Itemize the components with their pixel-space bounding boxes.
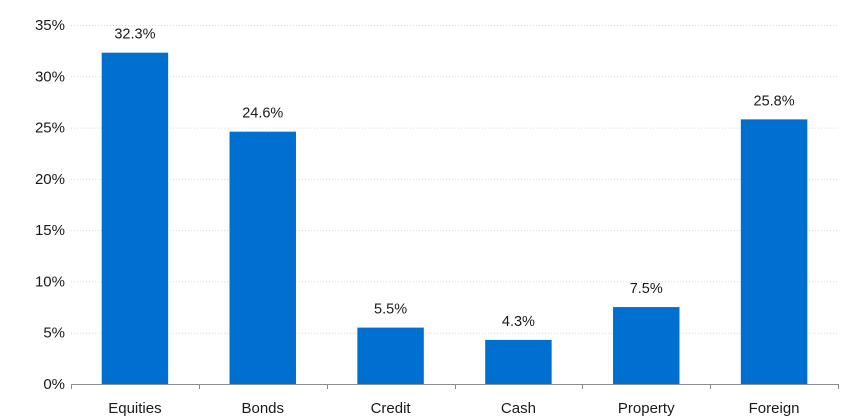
y-tick-label: 0% bbox=[43, 376, 65, 393]
x-tick-label-property: Property bbox=[618, 400, 675, 417]
bars bbox=[101, 52, 808, 385]
x-axis-tick-labels: Equities Bonds Credit Cash Property Foreign bbox=[108, 400, 799, 417]
y-tick-label: 35% bbox=[35, 17, 65, 34]
x-axis bbox=[71, 384, 839, 389]
y-tick-label: 15% bbox=[35, 222, 65, 239]
y-tick-label: 30% bbox=[35, 68, 65, 85]
bar-property bbox=[613, 307, 680, 384]
data-label-property: 7.5% bbox=[630, 281, 663, 297]
gridlines bbox=[71, 25, 838, 334]
data-label-bonds: 24.6% bbox=[242, 106, 283, 122]
x-tick-label-foreign: Foreign bbox=[749, 400, 800, 417]
x-tick-label-equities: Equities bbox=[108, 400, 161, 417]
bar-bonds bbox=[229, 131, 296, 384]
data-label-credit: 5.5% bbox=[374, 302, 407, 318]
data-label-foreign: 25.8% bbox=[754, 93, 795, 109]
bar-foreign bbox=[740, 119, 808, 384]
x-tick-label-cash: Cash bbox=[501, 400, 536, 417]
x-tick-label-credit: Credit bbox=[371, 400, 412, 417]
data-label-equities: 32.3% bbox=[114, 27, 155, 43]
y-axis-tick-labels: 0% 5% 10% 15% 20% 25% 30% 35% bbox=[35, 17, 65, 393]
bar-cash bbox=[485, 339, 552, 384]
bar-credit bbox=[357, 327, 424, 384]
data-labels: 32.3% 24.6% 5.5% 4.3% 7.5% 25.8% bbox=[114, 27, 794, 330]
bar-equities bbox=[101, 52, 169, 385]
y-tick-label: 20% bbox=[35, 171, 65, 188]
y-tick-label: 10% bbox=[35, 273, 65, 290]
x-tick-label-bonds: Bonds bbox=[241, 400, 284, 417]
data-label-cash: 4.3% bbox=[502, 314, 535, 330]
y-tick-label: 25% bbox=[35, 120, 65, 137]
y-tick-label: 5% bbox=[43, 325, 65, 342]
